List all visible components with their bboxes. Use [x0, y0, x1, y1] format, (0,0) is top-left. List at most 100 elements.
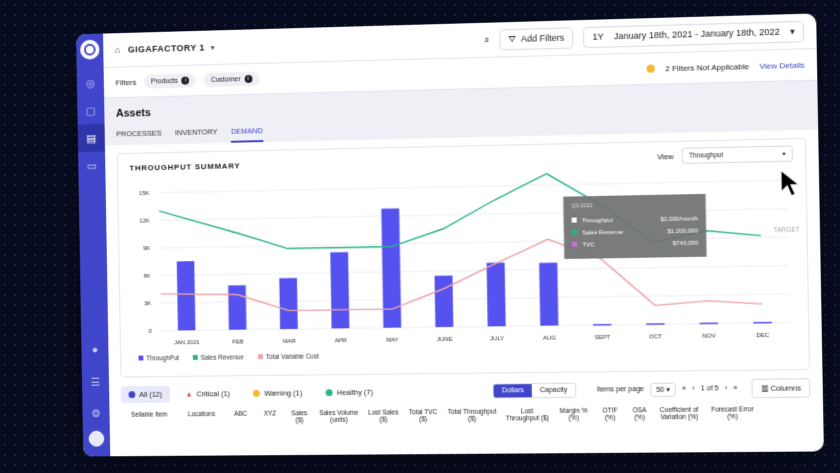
x-tick-label: OCT: [649, 334, 662, 340]
analytics-icon[interactable]: ▢: [77, 96, 104, 124]
tooltip-label: Throughput: [582, 218, 613, 225]
bar-throughput: [700, 322, 718, 324]
first-page-icon[interactable]: «: [682, 386, 686, 393]
column-header[interactable]: OSA (%): [626, 407, 653, 421]
column-header[interactable]: Forecast Error (%): [706, 406, 760, 421]
x-tick-label: JAN 2021: [174, 340, 200, 346]
warning-icon: [253, 390, 260, 397]
add-filters-label: Add Filters: [521, 33, 565, 44]
chevron-down-icon: ▾: [790, 26, 795, 37]
bar-throughput: [487, 263, 506, 327]
items-per-page-label: Items per page: [597, 386, 645, 394]
y-tick-label: 3K: [144, 301, 151, 307]
bar-throughput: [593, 324, 611, 326]
tooltip-label: Sales Revenue: [582, 230, 624, 237]
tab-processes[interactable]: PROCESSES: [116, 129, 161, 146]
x-tick-label: MAY: [386, 338, 399, 344]
column-header[interactable]: Sales ($): [285, 410, 315, 424]
throughput-chart: 0 3K 6K 9K 12K 15K JAN 2021 FEB MAR APR MAY JUNE JUL…: [118, 139, 811, 377]
add-filters-button[interactable]: ⛛ Add Filters: [499, 27, 573, 50]
notification-bell-icon[interactable]: ●: [81, 336, 108, 364]
columns-button[interactable]: ▥ Columns: [752, 378, 811, 398]
column-header[interactable]: Total Throughput ($): [443, 409, 501, 424]
column-header[interactable]: ABC: [226, 411, 256, 425]
list-icon[interactable]: ☰: [82, 368, 109, 396]
chevron-down-icon[interactable]: ▾: [211, 43, 215, 52]
filter-chip-products[interactable]: Products i: [144, 73, 196, 88]
status-filter-all[interactable]: All (12): [121, 386, 170, 403]
tooltip-title: Q3 2021: [571, 203, 592, 210]
status-filter-critical[interactable]: ▲ Critical (1): [178, 385, 238, 402]
app-window: ◎ ▢ ▤ ▭ ● ☰ ⚙ ⌂ GIGAFACTORY 1 ▾ ⌕ ⛛ Add …: [76, 13, 824, 456]
toggle-capacity[interactable]: Capacity: [532, 384, 576, 398]
tooltip-value: $1,200,000: [667, 228, 698, 235]
status-label: Healthy (7): [337, 388, 373, 397]
legend-swatch: [258, 354, 263, 359]
gridline: [161, 322, 789, 330]
y-tick-label: 9K: [143, 246, 150, 252]
mouse-cursor-icon: [779, 168, 804, 199]
filter-chip-customer[interactable]: Customer i: [204, 72, 259, 87]
gridline: [159, 180, 787, 193]
toggle-dollars[interactable]: Dollars: [494, 384, 532, 397]
tooltip-label: TVC: [582, 242, 595, 248]
x-tick-label: JULY: [490, 336, 504, 342]
column-header[interactable]: Locations: [177, 411, 226, 425]
tooltip-swatch: [572, 230, 577, 235]
prev-page-icon[interactable]: ‹: [692, 385, 695, 392]
tooltip-swatch: [572, 242, 577, 247]
legend-label: ThroughPut: [146, 355, 179, 362]
reports-icon[interactable]: ▭: [78, 152, 105, 180]
status-filter-warning[interactable]: Warning (1): [245, 384, 310, 401]
filters-label: Filters: [115, 77, 136, 86]
bar-throughput: [279, 278, 298, 329]
view-details-link[interactable]: View Details: [759, 60, 804, 70]
status-label: Warning (1): [264, 388, 302, 397]
column-header[interactable]: Sellable Item: [121, 411, 177, 425]
bar-throughput: [177, 261, 196, 330]
assets-icon[interactable]: ▤: [78, 124, 105, 152]
info-icon: i: [182, 77, 190, 85]
range-label: 1Y: [592, 31, 603, 42]
tab-inventory[interactable]: INVENTORY: [175, 127, 218, 144]
column-header[interactable]: Margin % (%): [553, 408, 594, 422]
legend-label: Total Variable Cost: [266, 353, 319, 361]
status-filter-healthy[interactable]: Healthy (7): [318, 384, 381, 402]
per-page-select[interactable]: 50 ▾: [650, 382, 676, 396]
alert-triangle-icon: ▲: [185, 390, 192, 399]
date-range-picker[interactable]: 1Y January 18th, 2021 - January 18th, 20…: [583, 20, 804, 47]
chip-label: Products: [151, 77, 178, 85]
settings-gear-icon[interactable]: ⚙: [82, 399, 109, 427]
column-header[interactable]: Lost Sales ($): [363, 409, 403, 423]
factory-title[interactable]: GIGAFACTORY 1: [128, 43, 205, 55]
bar-throughput: [646, 323, 664, 325]
status-label: Critical (1): [197, 389, 230, 398]
legend-swatch: [193, 355, 198, 360]
logo-icon: [80, 40, 100, 60]
column-header[interactable]: OTIF (%): [594, 407, 627, 421]
home-icon[interactable]: ⌂: [115, 45, 120, 55]
bar-throughput: [434, 276, 453, 328]
avatar[interactable]: [89, 431, 105, 447]
search-icon[interactable]: ⌕: [484, 34, 489, 45]
page-indicator: 1 of 5: [701, 385, 719, 392]
tooltip-value: $2,000/month: [660, 216, 697, 223]
column-header[interactable]: Total TVC ($): [403, 409, 443, 423]
column-header[interactable]: Lost Throughput ($): [501, 408, 554, 423]
column-header[interactable]: Sales Volume (units): [314, 410, 364, 424]
chip-label: Customer: [211, 76, 241, 84]
last-page-icon[interactable]: »: [733, 385, 737, 392]
dashboard-icon[interactable]: ◎: [77, 69, 104, 97]
tab-demand[interactable]: DEMAND: [231, 126, 263, 143]
bar-throughput: [228, 285, 246, 330]
columns-label: Columns: [770, 383, 801, 392]
filters-not-applicable: 2 Filters Not Applicable: [665, 62, 749, 73]
x-tick-label: DEC: [756, 333, 770, 339]
x-tick-label: FEB: [232, 339, 244, 345]
column-header[interactable]: XYZ: [255, 410, 285, 424]
tooltip-value: $743,000: [673, 241, 699, 248]
legend-swatch: [138, 356, 143, 361]
next-page-icon[interactable]: ›: [725, 385, 728, 392]
dollars-capacity-toggle[interactable]: Dollars Capacity: [493, 383, 577, 399]
column-header[interactable]: Coefficient of Variation (%): [653, 407, 706, 422]
